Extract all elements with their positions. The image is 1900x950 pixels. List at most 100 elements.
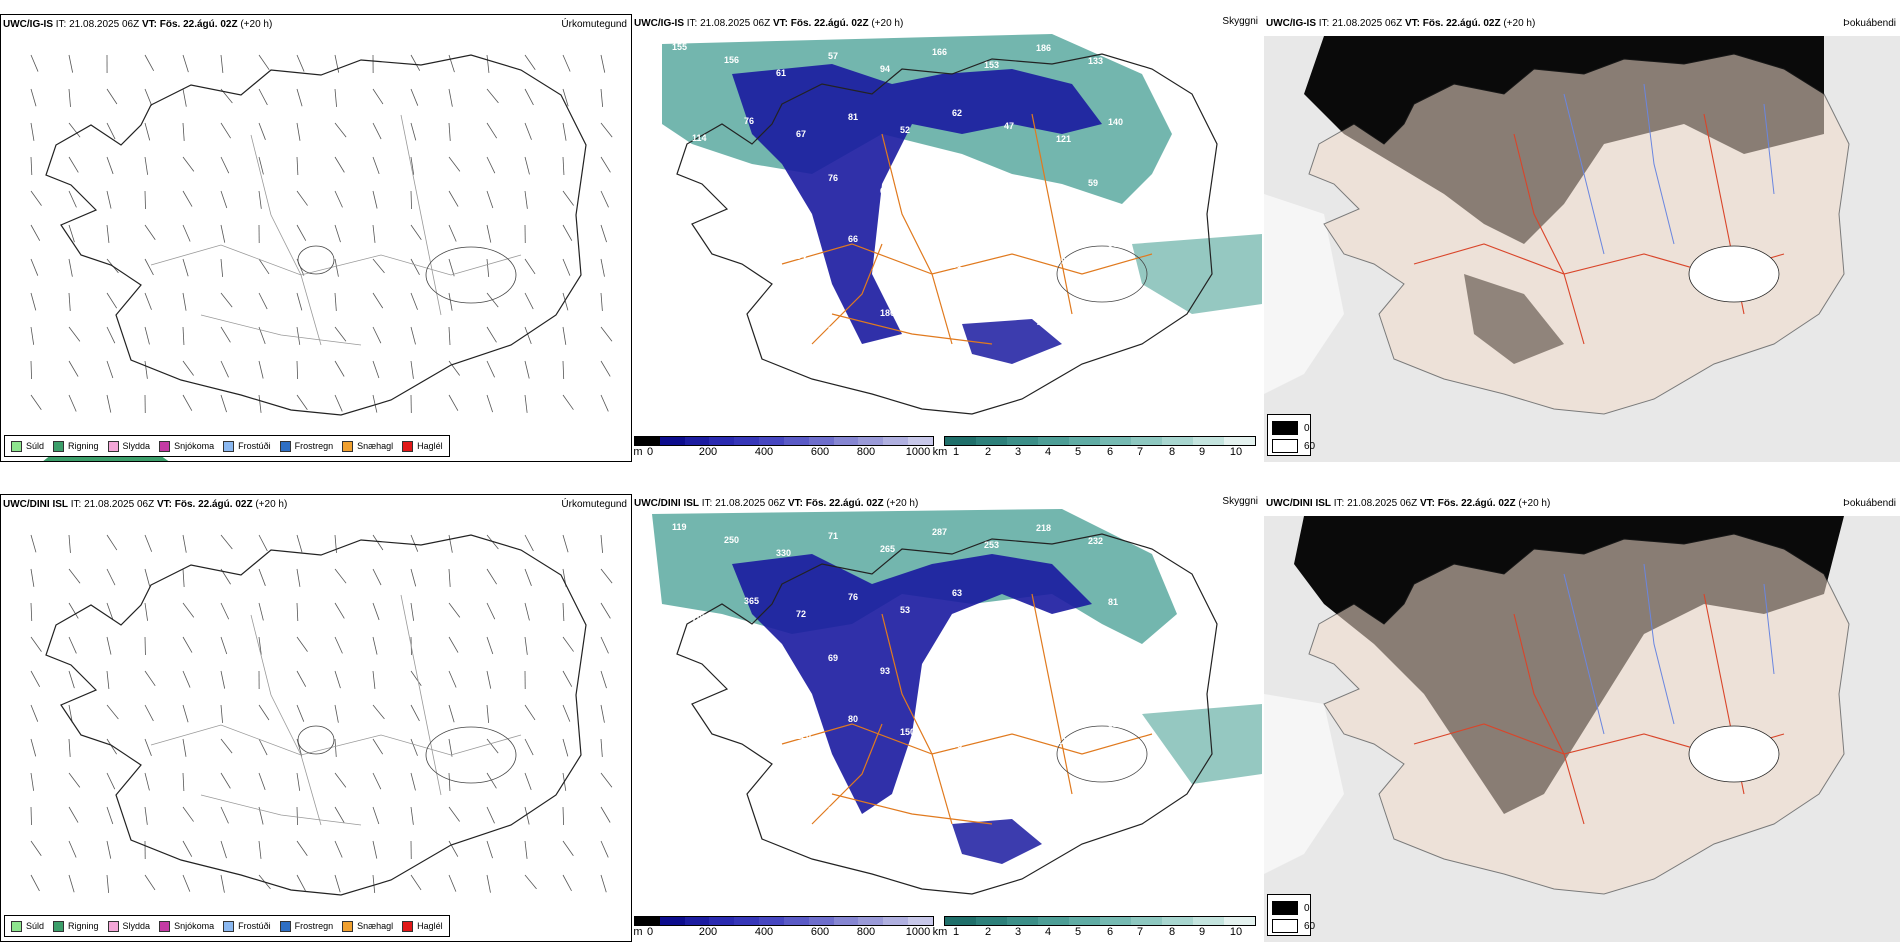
wind-barb	[68, 874, 75, 893]
wind-barb	[30, 394, 42, 410]
wind-barb	[106, 292, 118, 309]
legend-swatch	[1272, 919, 1298, 933]
wind-barb	[258, 636, 262, 655]
wind-barb	[220, 738, 233, 754]
colorbar-tick: 10	[1229, 446, 1243, 458]
ceiling-label: 69	[828, 653, 838, 663]
model-name: UWC/DINI ISL	[1266, 498, 1331, 509]
fog-legend-item: 0	[1272, 901, 1310, 915]
ceiling-label: 133	[1088, 56, 1103, 66]
legend-item: Frostregn	[279, 440, 333, 452]
wind-barb	[600, 806, 611, 823]
legend-item: Slydda	[107, 920, 150, 932]
legend-label: Frostúði	[238, 441, 271, 451]
wind-barb	[448, 670, 457, 688]
wind-barb	[296, 704, 305, 722]
legend-item: Frostúði	[223, 440, 271, 452]
ceiling-label: 119	[672, 522, 687, 532]
wind-barb	[30, 258, 39, 276]
colorbar-tick: 10	[1229, 926, 1243, 938]
panel-header: UWC/DINI ISL IT: 21.08.2025 06Z VT: Fös.…	[1266, 498, 1550, 509]
wind-barb	[144, 602, 148, 621]
wind-barb	[334, 670, 341, 689]
vt-value: Fös. 22.ágú. 02Z	[1422, 18, 1501, 29]
model-name: UWC/DINI ISL	[634, 498, 699, 509]
wind-barb	[448, 772, 451, 791]
wind-barb	[372, 806, 380, 825]
it-label: IT:	[1318, 18, 1330, 29]
colorbar-unit: m	[633, 926, 643, 938]
wind-barb	[486, 258, 490, 277]
wind-barb	[448, 258, 455, 277]
ceiling-label: 192	[692, 735, 707, 745]
wind-barb	[562, 602, 565, 621]
wind-barb	[334, 568, 347, 584]
wind-barb	[334, 122, 347, 138]
wind-barb	[448, 360, 461, 376]
legend-label: 60	[1304, 920, 1316, 932]
wind-barb	[562, 840, 574, 856]
wind-barb	[220, 840, 227, 859]
wind-barb	[106, 840, 112, 859]
wind-barb	[486, 636, 494, 655]
ceiling-label: 82	[1108, 719, 1118, 729]
wind-barb	[334, 602, 345, 619]
legend-item: Snæhagl	[342, 920, 393, 932]
legend-swatch	[279, 440, 291, 452]
ceiling-label: 250	[724, 535, 739, 545]
wind-barb	[68, 258, 73, 277]
wind-barb	[258, 840, 262, 859]
wind-barb	[600, 568, 613, 584]
wind-barb	[410, 190, 412, 210]
colorbar-tick: 4	[1044, 926, 1052, 938]
wind-barb	[524, 806, 530, 825]
wind-barb	[410, 806, 414, 825]
wind-barb	[486, 224, 492, 243]
colorbar-tick: 2	[984, 446, 992, 458]
legend-swatch	[53, 440, 65, 452]
wind-barb	[372, 360, 380, 379]
panel-header: UWC/IG-IS IT: 21.08.2025 06Z VT: Fös. 22…	[3, 19, 272, 30]
wind-barb	[486, 602, 496, 620]
ceiling-label: 110	[1088, 658, 1103, 668]
model-name: UWC/DINI ISL	[3, 499, 68, 510]
visibility-area	[1142, 704, 1262, 784]
wind-barb	[106, 874, 110, 893]
colorbar-tick: 0	[646, 446, 654, 458]
wind-barb	[182, 394, 193, 411]
road-network	[150, 114, 522, 346]
wind-barb	[524, 292, 534, 310]
wind-barb	[410, 54, 421, 71]
wind-barb	[296, 840, 308, 856]
river-network	[1563, 563, 1775, 735]
ceiling-label: 54	[1036, 195, 1046, 205]
fog-legend-item: 60	[1272, 439, 1315, 453]
legend-swatch	[342, 920, 354, 932]
wind-barb	[410, 704, 420, 722]
glacier	[1688, 245, 1780, 303]
wind-barb	[30, 602, 33, 622]
ceiling-label: 79	[1036, 675, 1046, 685]
wind-barb	[144, 534, 153, 552]
ceiling-label: 62	[1056, 614, 1066, 624]
wind-barb	[410, 670, 422, 687]
wind-barb	[68, 534, 71, 553]
wind-barb	[220, 190, 228, 209]
legend-label: Haglél	[417, 441, 443, 451]
wind-barb	[106, 636, 112, 655]
wind-barb	[448, 122, 451, 141]
ceiling-label: 76	[744, 116, 754, 126]
wind-barb	[30, 190, 42, 206]
ceiling-label: 190	[776, 792, 791, 802]
wind-barb	[106, 156, 114, 175]
wind-barb	[144, 326, 150, 345]
ceiling-label: 232	[1088, 536, 1103, 546]
legend-swatch	[223, 920, 235, 932]
wind-barb	[600, 190, 609, 208]
wind-barb	[410, 326, 416, 345]
wind-barb	[182, 360, 194, 376]
it-value: 21.08.2025 06Z	[1347, 498, 1418, 509]
ceiling-label: 61	[776, 68, 786, 78]
wind-barb	[524, 636, 528, 655]
wind-barb	[600, 122, 613, 138]
